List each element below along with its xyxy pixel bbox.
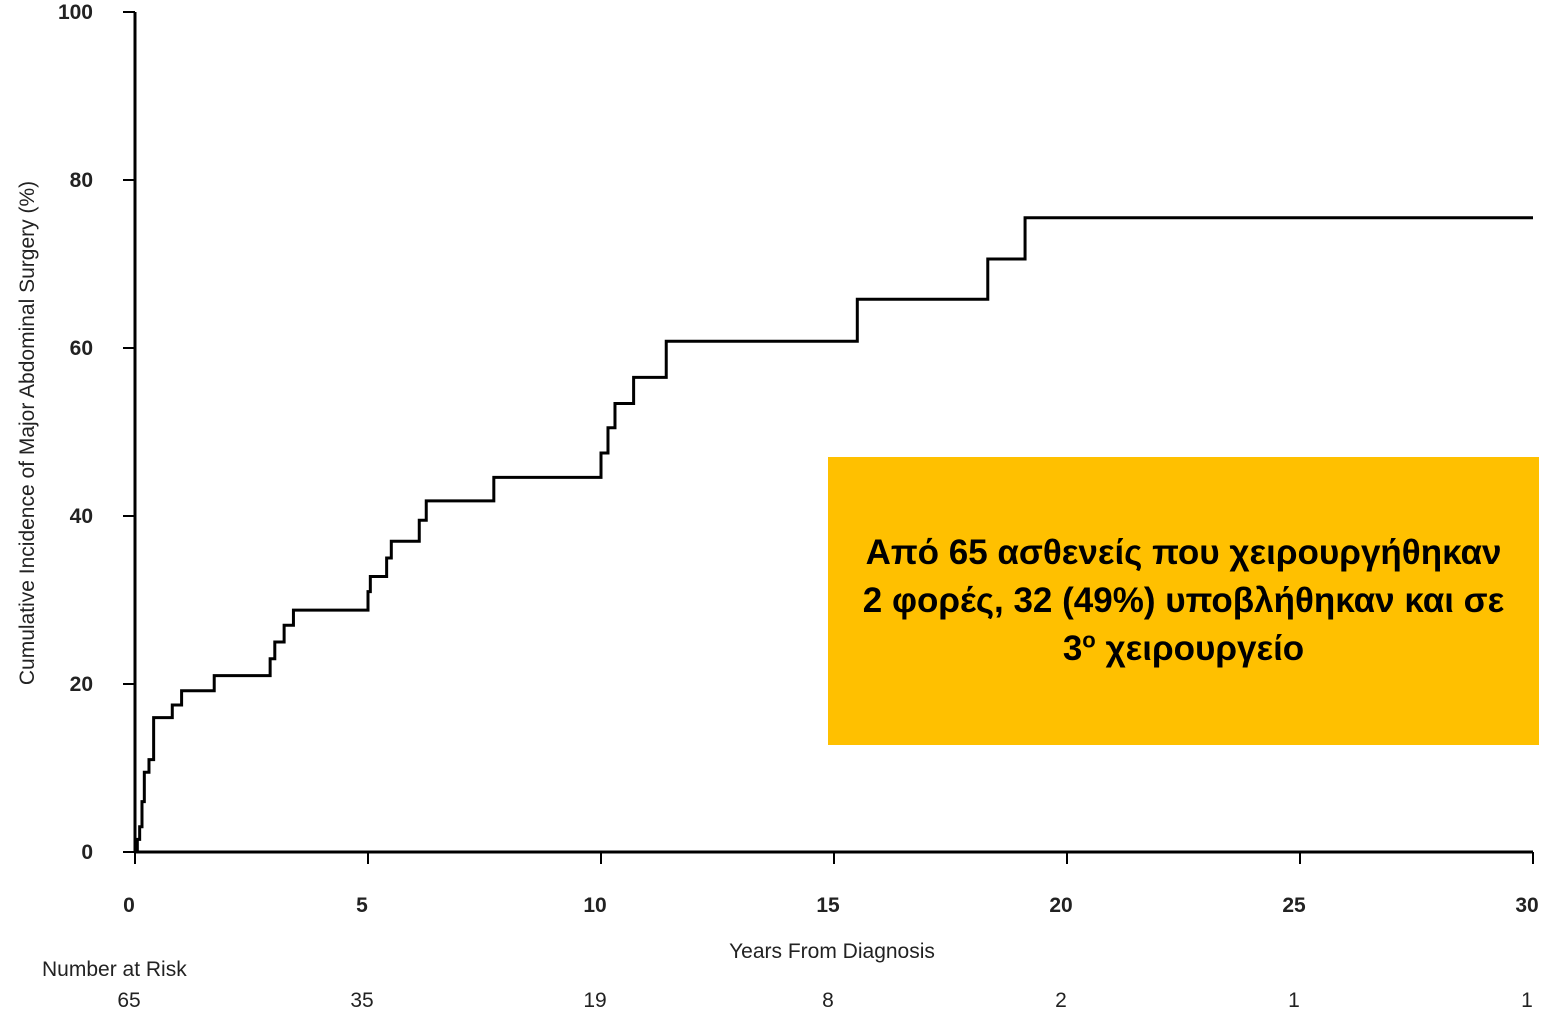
- x-axis-title: Years From Diagnosis: [729, 940, 935, 963]
- risk-count: 8: [822, 989, 834, 1011]
- x-tick-label: 15: [816, 894, 840, 917]
- risk-count: 1: [1288, 989, 1300, 1011]
- callout-main-text: Από 65 ασθενείς που χειρουργήθηκαν 2 φορ…: [862, 533, 1505, 668]
- y-tick-label: 100: [58, 1, 93, 24]
- risk-table-title: Number at Risk: [42, 958, 187, 981]
- risk-count: 19: [583, 989, 606, 1011]
- callout-box: Από 65 ασθενείς που χειρουργήθηκαν 2 φορ…: [828, 457, 1539, 745]
- risk-table-counts: 65 35 19 8 2 1 1: [117, 989, 1533, 1011]
- incidence-curve: [135, 216, 1533, 854]
- y-tick-label: 80: [70, 169, 93, 192]
- risk-count: 35: [350, 989, 373, 1011]
- x-tick-label: 10: [583, 894, 606, 917]
- y-tick-label: 0: [81, 841, 93, 864]
- risk-count: 2: [1055, 989, 1067, 1011]
- callout-superscript: ο: [1082, 627, 1096, 653]
- x-tick-label: 20: [1049, 894, 1072, 917]
- risk-count: 1: [1521, 989, 1533, 1011]
- x-tick-label: 25: [1282, 894, 1306, 917]
- incidence-step-line: [135, 216, 1533, 854]
- y-tick-label: 20: [70, 673, 93, 696]
- x-tick-label: 30: [1515, 894, 1538, 917]
- callout-text-after: χειρουργείο: [1095, 629, 1305, 668]
- x-tick-label: 5: [356, 894, 368, 917]
- y-axis-title: Cumulative Incidence of Major Abdominal …: [16, 181, 39, 685]
- x-tick-label: 0: [123, 894, 135, 917]
- callout-text: Από 65 ασθενείς που χειρουργήθηκαν 2 φορ…: [856, 529, 1511, 673]
- risk-count: 65: [117, 989, 140, 1011]
- y-tick-label: 60: [70, 337, 93, 360]
- y-tick-label: 40: [70, 505, 93, 528]
- ticks: 0 20 40 60 80 100 0 5 10 15 20 25 30: [58, 1, 1539, 917]
